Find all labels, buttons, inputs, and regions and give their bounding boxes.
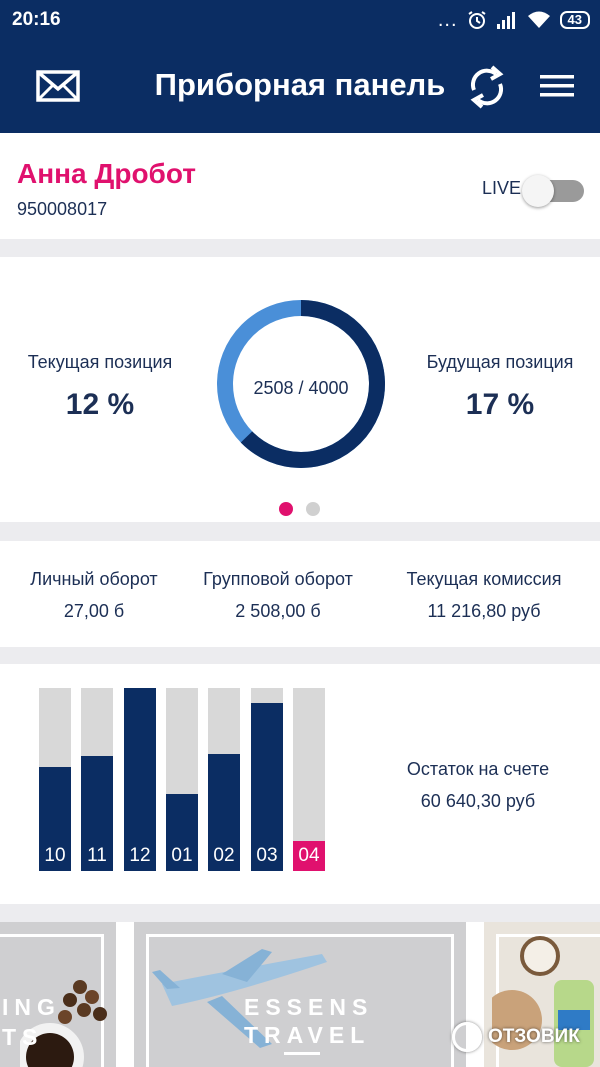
refresh-icon[interactable] — [466, 64, 508, 110]
notification-dots: ... — [437, 9, 458, 31]
promo-carousel[interactable]: ING TS ESSENS TRAVEL — [0, 922, 600, 1067]
app-bar: Приборная панель — [0, 40, 600, 133]
wifi-icon — [527, 11, 550, 28]
month-bar-label: 11 — [87, 845, 107, 866]
personal-turnover-value: 27,00 б — [63, 601, 125, 621]
current-position-label: Текущая позиция — [27, 352, 173, 372]
promo-coffee-text-2: TS — [2, 1024, 44, 1050]
month-bar-label: 01 — [171, 845, 193, 866]
pager-dot-active[interactable] — [279, 502, 293, 516]
menu-icon[interactable] — [540, 74, 574, 98]
month-bar-label: 04 — [293, 841, 325, 871]
coconut-icon — [492, 936, 594, 1067]
signal-icon — [496, 12, 515, 29]
month-bar-fill — [251, 703, 283, 871]
month-bar-fill — [208, 754, 240, 871]
future-position-label: Будущая позиция — [426, 352, 574, 372]
month-bar-03: 03 — [251, 688, 283, 871]
month-bar-01: 01 — [166, 688, 198, 871]
balance-value: 60 640,30 руб — [420, 791, 536, 811]
promo-travel-text-1: ESSENS — [244, 994, 374, 1020]
promo-coffee[interactable]: ING TS — [0, 922, 116, 1067]
month-bar-11: 11 — [81, 688, 113, 871]
month-bar-fill — [39, 767, 71, 871]
watermark-text: ОТЗОВИК — [488, 1026, 580, 1047]
month-bar-04: 04 — [293, 688, 325, 871]
future-position-value: 17 % — [465, 388, 535, 421]
promo-travel-text-2: TRAVEL — [244, 1022, 371, 1048]
group-turnover-label: Групповой оборот — [203, 569, 353, 589]
month-bar-label: 12 — [129, 845, 151, 866]
month-bar-12: 12 — [124, 688, 156, 871]
live-toggle-knob — [522, 175, 554, 207]
battery-icon: 43 — [559, 11, 590, 29]
positions-card[interactable]: Текущая позиция 12 % 2508 / 4000 Будущая… — [0, 257, 600, 522]
month-bar-fill — [124, 688, 156, 871]
monthly-bars-card: Остаток на счете 60 640,30 руб 10 11 12 01 0… — [0, 664, 600, 904]
airplane-icon — [152, 949, 327, 1048]
progress-text: 2508 / 4000 — [253, 378, 349, 398]
page-title: Приборная панель — [154, 67, 446, 102]
promo-frame — [146, 934, 454, 1067]
alarm-icon — [467, 11, 486, 29]
month-bar-02: 02 — [208, 688, 240, 871]
live-toggle[interactable] — [522, 175, 584, 207]
progress-donut — [217, 300, 385, 468]
month-bar-fill — [166, 794, 198, 871]
current-position-value: 12 % — [65, 388, 135, 421]
month-bar-label: 10 — [44, 845, 66, 866]
pager-dot[interactable] — [306, 502, 320, 516]
month-bar-10: 10 — [39, 688, 71, 871]
mail-icon[interactable] — [36, 70, 80, 102]
group-turnover-value: 2 508,00 б — [235, 601, 321, 621]
balance-label: Остаток на счете — [406, 759, 550, 779]
promo-travel[interactable]: ESSENS TRAVEL — [134, 922, 466, 1067]
status-time: 20:16 — [12, 9, 61, 30]
month-bar-label: 03 — [256, 845, 278, 866]
coffee-icon — [20, 980, 107, 1067]
commission-value: 11 216,80 руб — [427, 601, 541, 621]
commission-label: Текущая комиссия — [406, 569, 562, 589]
status-bar: 20:16 ... 43 — [0, 0, 600, 40]
promo-frame — [0, 934, 104, 1067]
donut-progress — [217, 300, 385, 468]
promo-coconut[interactable] — [484, 922, 600, 1067]
profile-card: Анна Дробот 950008017 LIVE — [0, 133, 600, 239]
user-id: 950008017 — [17, 199, 108, 219]
promo-underline — [284, 1052, 320, 1055]
month-bar-fill — [81, 756, 113, 871]
month-bar-label: 02 — [213, 845, 235, 866]
user-name: Анна Дробот — [17, 158, 196, 189]
watermark-logo-icon — [452, 1022, 482, 1052]
promo-coffee-text-1: ING — [2, 994, 61, 1020]
personal-turnover-label: Личный оборот — [30, 569, 158, 589]
turnover-card: Личный оборот 27,00 б Групповой оборот 2… — [0, 541, 600, 647]
watermark: ОТЗОВИК — [452, 1022, 580, 1052]
status-icons: ... 43 — [438, 8, 590, 32]
live-label: LIVE — [482, 178, 522, 198]
